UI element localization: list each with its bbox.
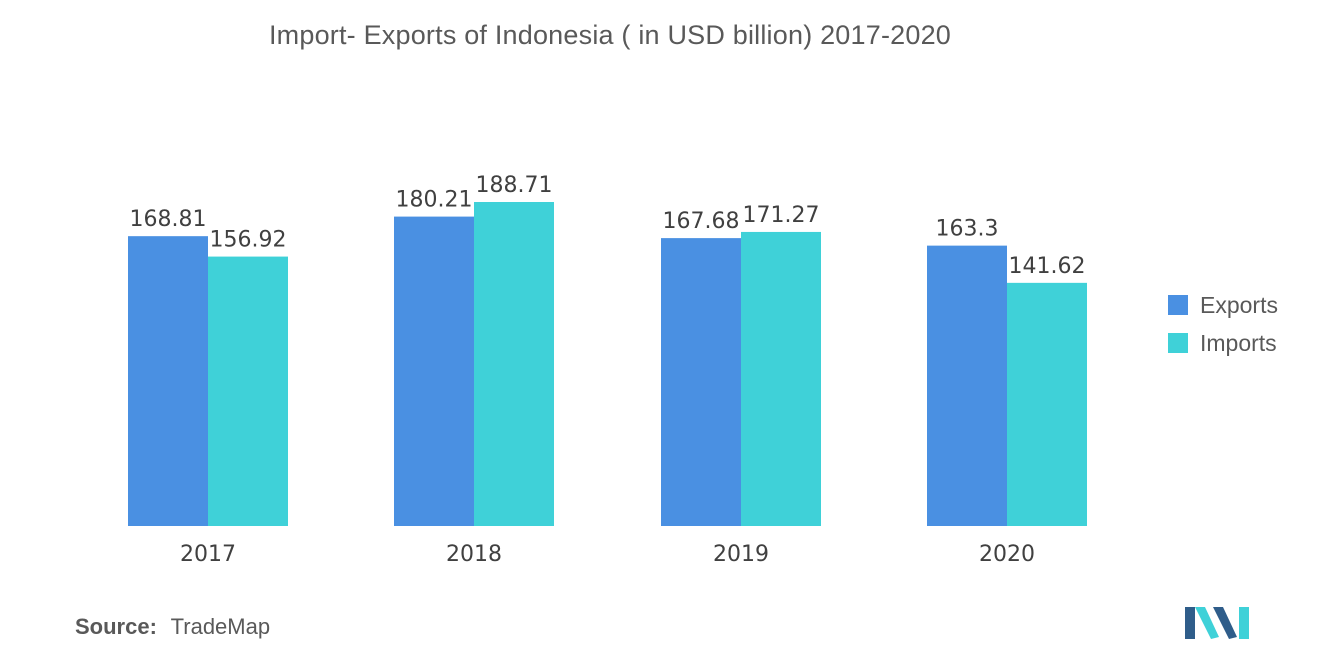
bar-exports-2017	[128, 236, 208, 526]
x-tick-label-2020: 2020	[979, 542, 1035, 567]
data-label-imports-2020: 141.62	[1009, 254, 1086, 279]
legend-item-exports: Exports	[1168, 286, 1278, 324]
data-label-exports-2020: 163.3	[936, 217, 999, 242]
data-label-exports-2019: 167.68	[663, 209, 740, 234]
data-label-imports-2017: 156.92	[210, 228, 287, 253]
legend-swatch-imports	[1168, 333, 1188, 353]
chart-title: Import- Exports of Indonesia ( in USD bi…	[268, 20, 952, 50]
bar-imports-2018	[474, 202, 554, 526]
legend: Exports Imports	[1168, 286, 1278, 362]
source-label: Source:	[75, 614, 157, 639]
logo-shape-right	[1239, 607, 1249, 639]
source-value: TradeMap	[170, 614, 271, 639]
legend-item-imports: Imports	[1168, 324, 1278, 362]
legend-label-exports: Exports	[1200, 291, 1278, 318]
bar-imports-2017	[208, 256, 288, 526]
x-tick-label-2018: 2018	[446, 542, 502, 567]
bar-exports-2018	[394, 216, 474, 527]
mordor-intelligence-logo-icon	[1185, 607, 1249, 639]
x-tick-label-2017: 2017	[180, 542, 236, 567]
legend-label-imports: Imports	[1200, 329, 1277, 356]
x-tick-label-2019: 2019	[713, 542, 769, 567]
bar-imports-2019	[741, 231, 821, 526]
logo-shape-left-diagonal	[1195, 607, 1219, 639]
source-note: Source: TradeMap	[75, 614, 270, 640]
logo-shape-left	[1185, 607, 1195, 639]
data-label-imports-2018: 188.71	[476, 173, 553, 198]
data-label-imports-2019: 171.27	[743, 203, 820, 228]
bar-exports-2020	[927, 245, 1007, 526]
bar-imports-2020	[1007, 282, 1087, 526]
bar-exports-2019	[661, 238, 741, 527]
data-label-exports-2018: 180.21	[396, 188, 473, 213]
logo-shape-right-diagonal	[1213, 607, 1237, 639]
data-label-exports-2017: 168.81	[130, 207, 207, 232]
legend-swatch-exports	[1168, 295, 1188, 315]
